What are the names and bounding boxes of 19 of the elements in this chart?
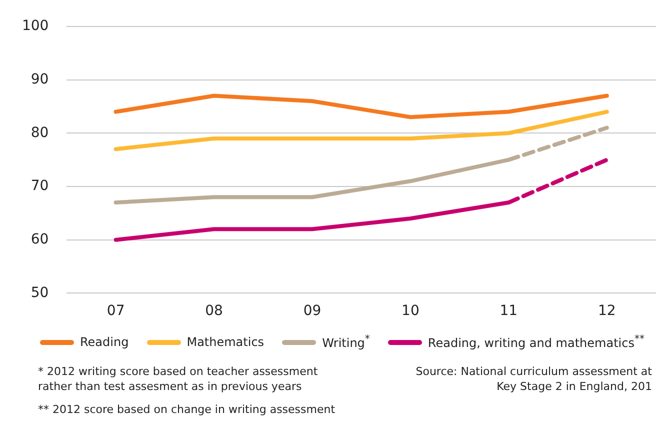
x-tick-label: 12 — [598, 303, 616, 320]
text: ** 2012 score based on change in writing assessment — [38, 402, 336, 417]
x-tick-label: 10 — [402, 303, 420, 320]
legend-label: Reading, writing and mathematics$^{**}$ — [428, 334, 644, 350]
y-tick-label: 100 — [22, 18, 49, 34]
source-note: Source: National curriculum assessment at Key Stage 2 in England, 201 — [414, 364, 652, 394]
x-tick-label: 09 — [303, 303, 322, 320]
y-tick-label: 90 — [30, 71, 49, 88]
legend-label: Mathematics — [186, 335, 264, 349]
legend-label: Writing$^{*}$ — [322, 334, 370, 350]
y-tick-label: 70 — [30, 178, 49, 194]
x-tick-label: 07 — [106, 303, 125, 320]
x-tick-label: 11 — [500, 303, 518, 320]
y-tick-label: 80 — [30, 124, 49, 141]
y-tick-label: 60 — [30, 231, 49, 248]
y-tick-label: 50 — [30, 284, 49, 301]
legend-label: Reading — [80, 335, 129, 349]
text: * 2012 writing score based on teacher assessment rather than test assesment as in previous years — [38, 364, 319, 394]
x-tick-label: 08 — [205, 303, 223, 320]
